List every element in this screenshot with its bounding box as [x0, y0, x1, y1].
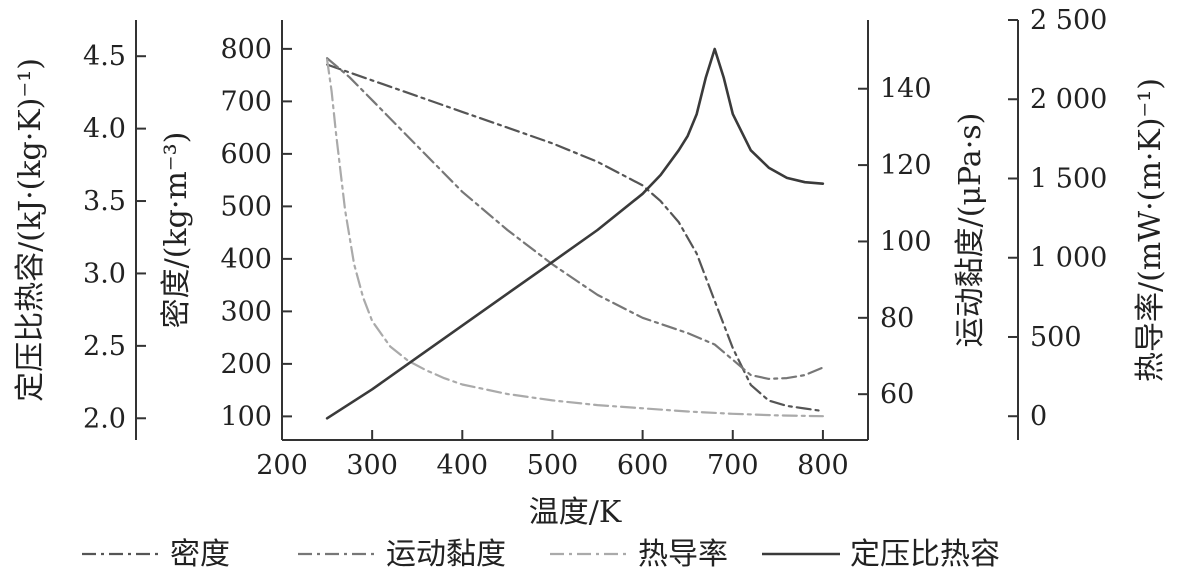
legend-label-2: 热导率: [638, 537, 728, 572]
cp-axis-title: 定压比热容/(kJ·(kg·K)⁻¹): [13, 58, 48, 402]
cp-tick-label: 4.0: [83, 114, 126, 145]
conductivity-tick-label: 1 000: [1030, 243, 1107, 274]
series-line-0: [326, 63, 825, 413]
x-tick-label: 200: [256, 450, 308, 481]
legend-label-1: 运动黏度: [386, 537, 506, 572]
cp-tick-label: 3.0: [83, 258, 126, 289]
density-tick-label: 800: [220, 34, 272, 65]
conductivity-tick-label: 2 000: [1030, 84, 1107, 115]
density-tick-label: 200: [220, 349, 272, 380]
viscosity-tick-label: 80: [880, 303, 914, 334]
conductivity-tick-label: 1 500: [1030, 163, 1107, 194]
cp-tick-label: 2.0: [83, 403, 126, 434]
density-tick-label: 500: [220, 191, 272, 222]
density-axis-title: 密度/(kg·m⁻³): [159, 132, 194, 329]
cp-tick-label: 4.5: [83, 41, 126, 72]
legend-label-0: 密度: [170, 537, 230, 572]
density-tick-label: 300: [220, 296, 272, 327]
viscosity-tick-label: 120: [880, 150, 932, 181]
viscosity-tick-label: 140: [880, 74, 932, 105]
viscosity-tick-label: 60: [880, 379, 914, 410]
series-group: [325, 47, 825, 420]
series-line-1: [326, 57, 825, 380]
x-tick-label: 700: [707, 450, 759, 481]
conductivity-axis-title: 热导率/(mW·(m·K)⁻¹): [1133, 78, 1168, 382]
viscosity-axis-title: 运动黏度/(μPa·s): [953, 113, 988, 348]
viscosity-tick-label: 100: [880, 226, 932, 257]
density-tick-label: 700: [220, 86, 272, 117]
plot-frame: [135, 20, 1019, 441]
x-tick-label: 400: [437, 450, 489, 481]
density-tick-label: 400: [220, 244, 272, 275]
axis-title-group: 温度/K 定压比热容/(kJ·(kg·K)⁻¹) 密度/(kg·m⁻³) 运动黏度/(…: [13, 58, 1168, 530]
legend-label-3: 定压比热容: [850, 537, 1000, 572]
density-tick-label: 600: [220, 139, 272, 170]
x-tick-label: 300: [346, 450, 398, 481]
cp-tick-label: 3.5: [83, 186, 126, 217]
legend: 密度 运动黏度 热导率 定压比热容: [82, 537, 1000, 572]
x-tick-label: 800: [797, 450, 849, 481]
series-line-2: [326, 58, 825, 418]
conductivity-tick-label: 2 500: [1030, 5, 1107, 36]
density-tick-label: 100: [220, 401, 272, 432]
cp-tick-label: 2.5: [83, 331, 126, 362]
x-axis-title: 温度/K: [529, 495, 622, 530]
series-line-3: [325, 47, 825, 420]
conductivity-tick-label: 0: [1030, 401, 1047, 432]
x-tick-label: 500: [527, 450, 579, 481]
x-tick-label: 600: [617, 450, 669, 481]
tick-group: 200 300 400 500 600 700 8002.02.53.03.54.04.51…: [83, 5, 1107, 481]
conductivity-tick-label: 500: [1030, 322, 1082, 353]
